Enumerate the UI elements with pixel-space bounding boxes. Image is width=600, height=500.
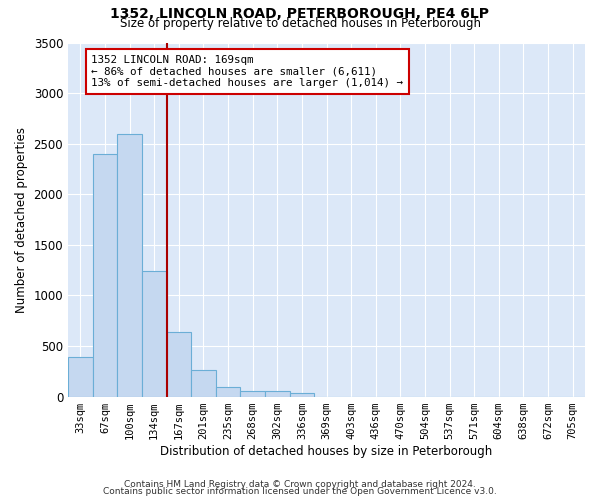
Bar: [265, 391, 290, 396]
Bar: [68, 357, 92, 397]
Bar: [191, 370, 216, 396]
Bar: [216, 387, 241, 396]
Y-axis label: Number of detached properties: Number of detached properties: [15, 126, 28, 312]
Text: Contains HM Land Registry data © Crown copyright and database right 2024.: Contains HM Land Registry data © Crown c…: [124, 480, 476, 489]
Bar: [142, 271, 167, 396]
Bar: [117, 134, 142, 396]
Bar: [92, 154, 117, 396]
Bar: [290, 392, 314, 396]
Bar: [241, 390, 265, 396]
Bar: [167, 332, 191, 396]
Text: Contains public sector information licensed under the Open Government Licence v3: Contains public sector information licen…: [103, 487, 497, 496]
Text: Size of property relative to detached houses in Peterborough: Size of property relative to detached ho…: [119, 17, 481, 30]
Text: 1352, LINCOLN ROAD, PETERBOROUGH, PE4 6LP: 1352, LINCOLN ROAD, PETERBOROUGH, PE4 6L…: [110, 8, 490, 22]
X-axis label: Distribution of detached houses by size in Peterborough: Distribution of detached houses by size …: [160, 444, 493, 458]
Text: 1352 LINCOLN ROAD: 169sqm
← 86% of detached houses are smaller (6,611)
13% of se: 1352 LINCOLN ROAD: 169sqm ← 86% of detac…: [91, 55, 403, 88]
